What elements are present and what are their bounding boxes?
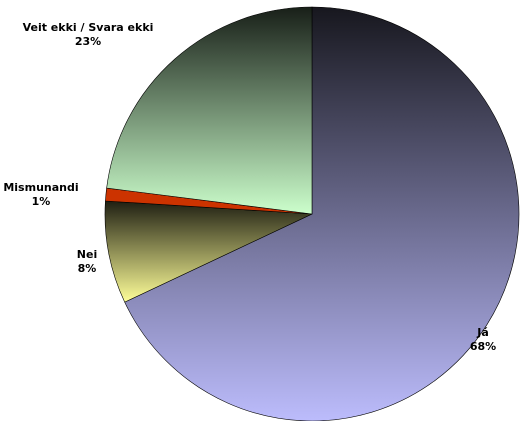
pie-slice bbox=[124, 6, 520, 421]
slice-label: Mismunandi bbox=[3, 181, 78, 194]
slice-value-label: 23% bbox=[75, 35, 101, 48]
slice-value-label: 1% bbox=[32, 195, 51, 208]
slice-value-label: 68% bbox=[470, 340, 496, 353]
slice-label: Nei bbox=[77, 248, 97, 261]
pie-slice bbox=[104, 200, 313, 303]
slice-label: Veit ekki / Svara ekki bbox=[23, 21, 154, 34]
pie-slice bbox=[106, 6, 313, 215]
slice-label: Já bbox=[476, 326, 489, 339]
slice-value-label: 8% bbox=[78, 262, 97, 275]
